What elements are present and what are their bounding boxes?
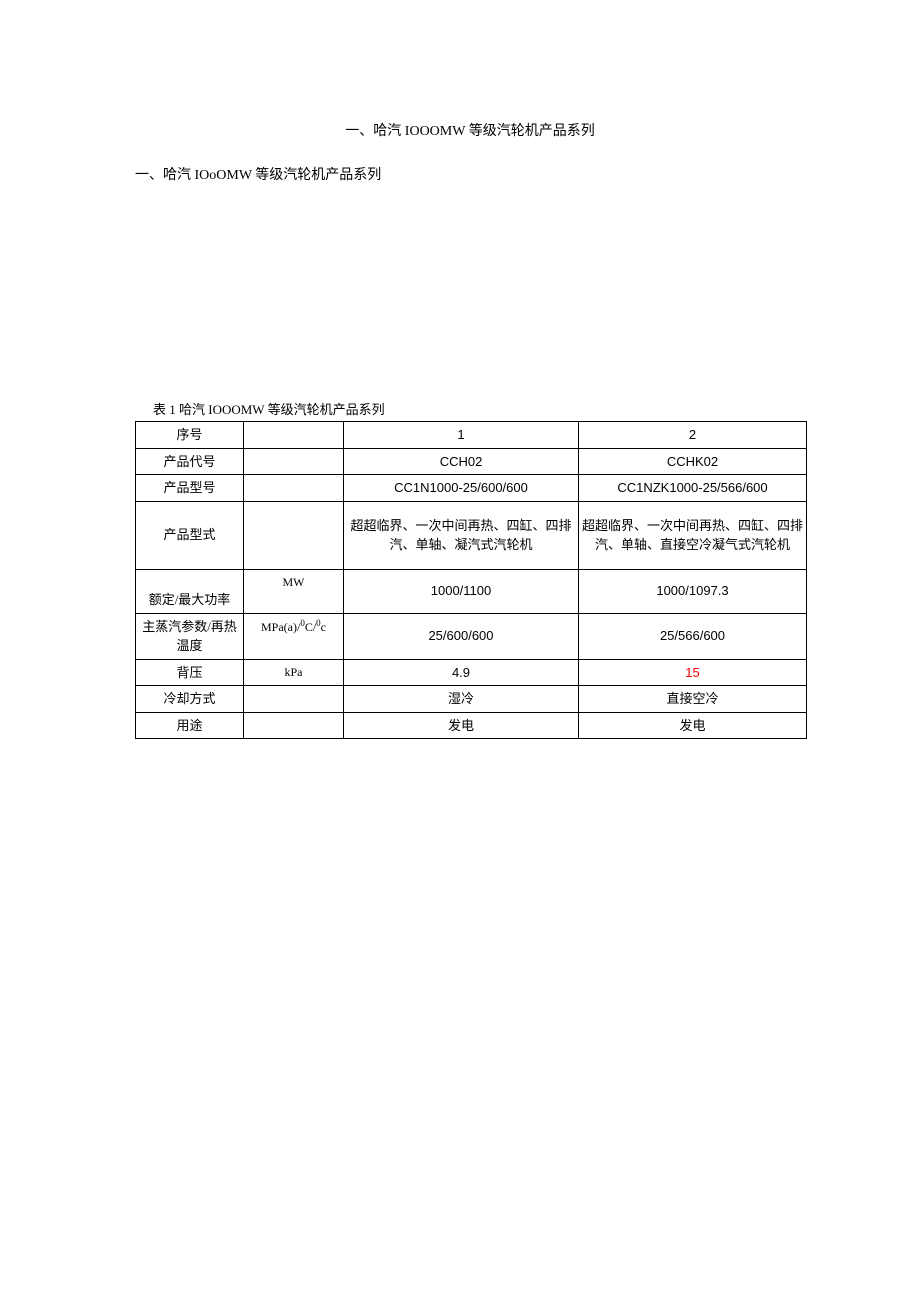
row-unit: [244, 448, 344, 475]
table-row: 主蒸汽参数/再热温度MPa(a)/0C/0c25/600/60025/566/6…: [136, 613, 807, 659]
row-value-1: 4.9: [344, 659, 579, 686]
row-label: 主蒸汽参数/再热温度: [136, 613, 244, 659]
row-value-2: 25/566/600: [579, 613, 807, 659]
row-value-2: 1000/1097.3: [579, 569, 807, 613]
row-unit: [244, 712, 344, 739]
table-row: 背压kPa4.915: [136, 659, 807, 686]
row-label: 产品代号: [136, 448, 244, 475]
row-label: 用途: [136, 712, 244, 739]
row-unit: MW: [244, 569, 344, 613]
row-value-1: 1: [344, 422, 579, 449]
row-value-1: 发电: [344, 712, 579, 739]
table-row: 额定/最大功率MW1000/11001000/1097.3: [136, 569, 807, 613]
row-value-1: 超超临界、一次中间再热、四缸、四排汽、单轴、凝汽式汽轮机: [344, 501, 579, 569]
row-label: 背压: [136, 659, 244, 686]
row-unit: [244, 422, 344, 449]
row-value-1: 1000/1100: [344, 569, 579, 613]
row-value-1: 湿冷: [344, 686, 579, 713]
row-label: 额定/最大功率: [136, 569, 244, 613]
table-row: 冷却方式 湿冷直接空冷: [136, 686, 807, 713]
row-label: 冷却方式: [136, 686, 244, 713]
table-caption: 表 1 哈汽 IOOOMW 等级汽轮机产品系列: [135, 399, 805, 418]
table-row: 产品型式 超超临界、一次中间再热、四缸、四排汽、单轴、凝汽式汽轮机超超临界、一次中…: [136, 501, 807, 569]
page-title: 一、哈汽 IOOOMW 等级汽轮机产品系列: [135, 120, 805, 140]
row-value-1: CC1N1000-25/600/600: [344, 475, 579, 502]
row-value-2: 直接空冷: [579, 686, 807, 713]
row-label: 产品型式: [136, 501, 244, 569]
row-value-2: CC1NZK1000-25/566/600: [579, 475, 807, 502]
table-row: 产品代号 CCH02CCHK02: [136, 448, 807, 475]
row-label: 序号: [136, 422, 244, 449]
table-row: 用途 发电发电: [136, 712, 807, 739]
table-row: 序号 12: [136, 422, 807, 449]
row-value-2: 超超临界、一次中间再热、四缸、四排汽、单轴、直接空冷凝气式汽轮机: [579, 501, 807, 569]
row-unit: [244, 501, 344, 569]
document-page: 一、哈汽 IOOOMW 等级汽轮机产品系列 一、哈汽 IOoOMW 等级汽轮机产…: [0, 0, 920, 739]
row-label: 产品型号: [136, 475, 244, 502]
section-subtitle: 一、哈汽 IOoOMW 等级汽轮机产品系列: [135, 164, 805, 184]
table-body: 序号 12 产品代号 CCH02CCHK02 产品型号 CC1N1000-25/600/6…: [136, 422, 807, 739]
row-value-2: 发电: [579, 712, 807, 739]
row-value-2: CCHK02: [579, 448, 807, 475]
row-unit: [244, 475, 344, 502]
row-value-2: 15: [579, 659, 807, 686]
table-row: 产品型号 CC1N1000-25/600/600CC1NZK1000-25/566…: [136, 475, 807, 502]
product-series-table: 序号 12 产品代号 CCH02CCHK02 产品型号 CC1N1000-25/600/6…: [135, 421, 807, 739]
row-value-1: CCH02: [344, 448, 579, 475]
row-value-2: 2: [579, 422, 807, 449]
row-value-1: 25/600/600: [344, 613, 579, 659]
row-unit: MPa(a)/0C/0c: [244, 613, 344, 659]
row-unit: kPa: [244, 659, 344, 686]
row-unit: [244, 686, 344, 713]
